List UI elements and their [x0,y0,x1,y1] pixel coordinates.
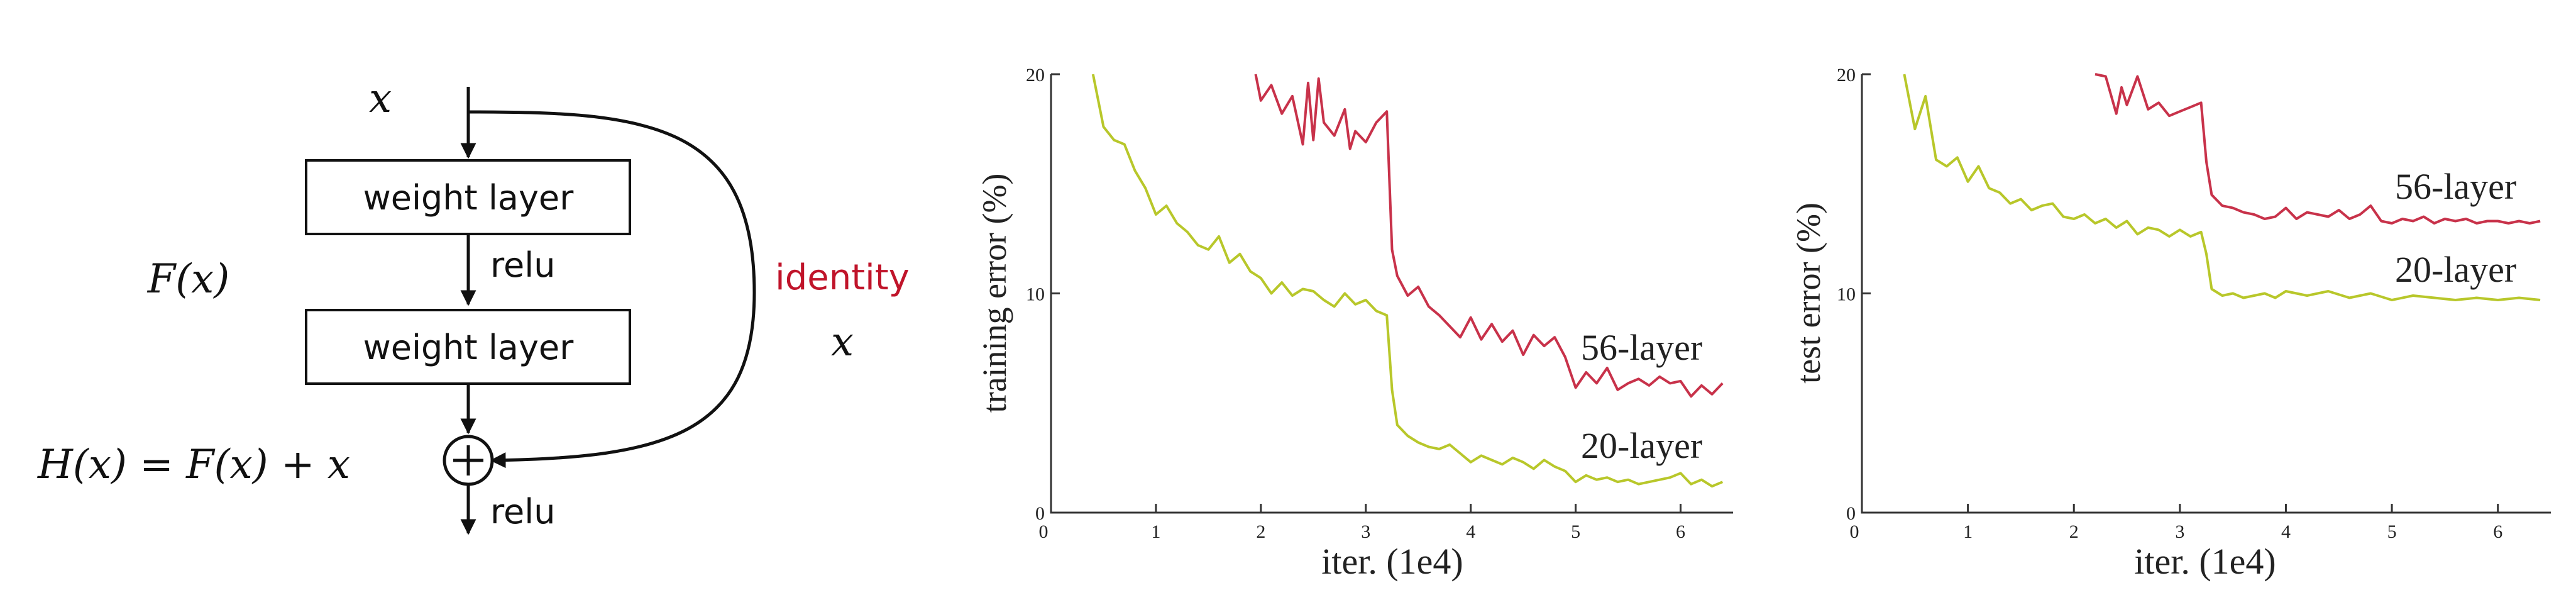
test-chart-series [1903,73,2541,301]
training-chart-y-axis-label: training error (%) [976,174,1013,413]
test-chart-y-axis-label: test error (%) [1790,203,1827,384]
training-y-tick-label: 10 [1026,284,1045,305]
training-chart-y-ticks: 0 10 20 [1026,65,1060,524]
training-x-tick-label: 2 [1256,521,1265,542]
training-y-tick-label: 20 [1026,65,1045,86]
training-series-label-56-layer: 56-layer [1581,327,1702,368]
test-chart-x-ticks: 0 1 2 3 4 5 6 [1850,504,2502,542]
identity-skip-connection [468,110,756,469]
training-chart-x-ticks: 0 1 2 3 4 5 6 [1039,504,1685,542]
test-error-chart: 0 10 20 0 1 2 3 4 5 6 iter. (1e4) test error (%)… [1790,65,2551,582]
training-x-tick-label: 1 [1151,521,1160,542]
training-chart-series [1091,74,1724,488]
hx-equation-label: H(x) = F(x) + x [37,442,350,488]
training-chart-x-axis-label: iter. (1e4) [1321,541,1463,582]
test-x-tick-label: 5 [2387,521,2397,542]
training-series-label-20-layer: 20-layer [1581,425,1702,466]
training-y-tick-label: 0 [1035,503,1045,524]
weight-layer-1-box [305,159,631,235]
test-y-tick-label: 20 [1837,65,1856,86]
test-y-tick-label: 0 [1846,503,1856,524]
test-series-label-56-layer: 56-layer [2395,166,2516,207]
test-chart-x-axis-label: iter. (1e4) [2134,541,2276,582]
relu-mid-label: relu [490,245,555,285]
input-x-label: x [369,75,392,122]
training-x-tick-label: 5 [1571,521,1580,542]
test-x-tick-label: 0 [1850,521,1859,542]
test-x-tick-label: 3 [2175,521,2184,542]
residual-block-diagram: x weight layer relu F(x) weight layer re… [37,75,910,535]
relu-out-label: relu [490,492,555,531]
test-x-tick-label: 2 [2069,521,2079,542]
test-x-tick-label: 1 [1963,521,1973,542]
identity-x-label: x [831,319,854,365]
test-series-label-20-layer: 20-layer [2395,249,2516,290]
training-x-tick-label: 0 [1039,521,1049,542]
training-x-tick-label: 3 [1361,521,1370,542]
training-error-chart: 0 10 20 0 1 2 3 4 5 6 iter. (1e4) training error… [976,65,1733,582]
test-x-tick-label: 4 [2281,521,2291,542]
test-series-line-56-layer [2094,73,2541,225]
identity-label: identity [775,257,910,298]
test-series-line-20-layer [1903,74,2541,301]
training-x-tick-label: 6 [1676,521,1685,542]
training-x-tick-label: 4 [1466,521,1475,542]
weight-layer-2-box [305,309,631,385]
training-series-line-20-layer [1091,74,1724,488]
weight-layer-1-label: weight layer [363,178,575,218]
test-chart-y-ticks: 0 10 20 [1837,65,1871,524]
weight-layer-2-label: weight layer [363,328,575,367]
fx-label: F(x) [147,256,229,303]
training-series-line-56-layer [1254,74,1724,398]
test-y-tick-label: 10 [1837,284,1856,305]
test-chart-axes [1861,74,2551,514]
test-x-tick-label: 6 [2493,521,2502,542]
